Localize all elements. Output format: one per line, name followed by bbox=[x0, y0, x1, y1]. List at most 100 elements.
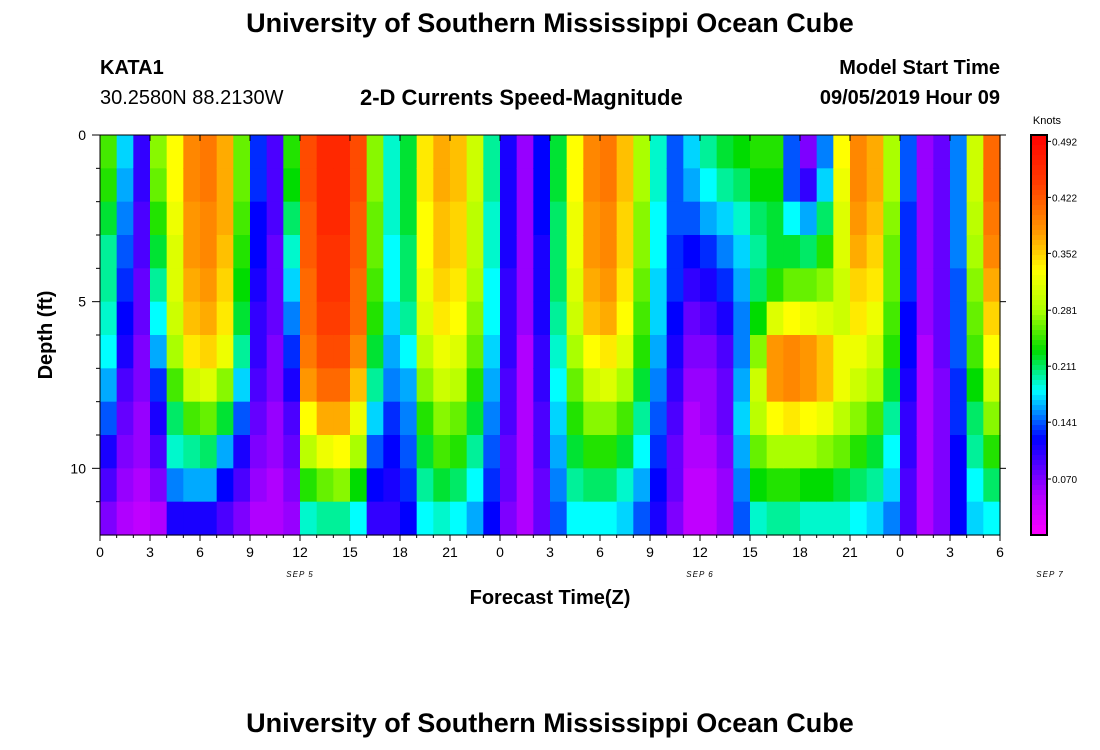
heatmap-cell bbox=[583, 501, 601, 536]
colorbar-segment bbox=[1031, 485, 1047, 491]
heatmap-cell bbox=[250, 401, 268, 436]
heatmap-cell bbox=[700, 501, 718, 536]
heatmap-cell bbox=[150, 401, 168, 436]
heatmap-cell bbox=[166, 268, 184, 303]
heatmap-cell bbox=[700, 468, 718, 503]
heatmap-cell bbox=[933, 135, 951, 169]
heatmap-cell bbox=[416, 301, 434, 336]
heatmap-cell bbox=[133, 135, 151, 169]
colorbar-tick-label: 0.070 bbox=[1052, 475, 1077, 486]
heatmap-cell bbox=[800, 468, 818, 503]
heatmap-cell bbox=[750, 201, 768, 236]
heatmap-cell bbox=[766, 368, 784, 403]
heatmap-cell bbox=[733, 335, 751, 369]
heatmap-cell bbox=[216, 435, 234, 469]
heatmap-cell bbox=[366, 468, 384, 503]
heatmap-cell bbox=[583, 335, 601, 369]
colorbar-tick-label: 0.492 bbox=[1052, 137, 1077, 148]
colorbar-segment bbox=[1031, 150, 1047, 156]
heatmap-cell bbox=[600, 168, 618, 203]
heatmap-cell bbox=[250, 301, 268, 336]
heatmap-cell bbox=[700, 201, 718, 236]
heatmap-cell bbox=[683, 368, 701, 403]
heatmap-cell bbox=[850, 268, 868, 303]
heatmap-cell bbox=[533, 335, 551, 369]
heatmap-cell bbox=[833, 135, 851, 169]
heatmap-cell bbox=[433, 335, 451, 369]
heatmap-cell bbox=[800, 135, 818, 169]
heatmap-cell bbox=[183, 401, 201, 436]
footer-title: University of Southern Mississippi Ocean… bbox=[246, 708, 854, 738]
heatmap-cell bbox=[783, 301, 801, 336]
heatmap-cell bbox=[666, 335, 684, 369]
heatmap-cell bbox=[383, 335, 401, 369]
heatmap-cell bbox=[516, 468, 534, 503]
heatmap-cell bbox=[383, 301, 401, 336]
heatmap-cell bbox=[833, 301, 851, 336]
heatmap-cell bbox=[816, 435, 834, 469]
heatmap-cell bbox=[900, 201, 918, 236]
heatmap-cell bbox=[283, 435, 301, 469]
heatmap-cell bbox=[933, 268, 951, 303]
heatmap-cell bbox=[300, 468, 318, 503]
heatmap-cell bbox=[800, 335, 818, 369]
heatmap-cell bbox=[116, 401, 134, 436]
colorbar-segment bbox=[1031, 245, 1047, 251]
heatmap-cell bbox=[800, 501, 818, 536]
heatmap-cell bbox=[983, 501, 1001, 536]
heatmap-cell bbox=[683, 235, 701, 269]
heatmap-cell bbox=[350, 168, 368, 203]
heatmap-cell bbox=[233, 268, 251, 303]
heatmap-cell bbox=[416, 135, 434, 169]
heatmap-cell bbox=[283, 368, 301, 403]
heatmap-cell bbox=[316, 168, 334, 203]
heatmap-cell bbox=[366, 168, 384, 203]
heatmap-cell bbox=[883, 501, 901, 536]
heatmap-cell bbox=[816, 468, 834, 503]
heatmap-cell bbox=[150, 168, 168, 203]
heatmap-cell bbox=[100, 235, 118, 269]
heatmap-cell bbox=[166, 435, 184, 469]
heatmap-cell bbox=[150, 268, 168, 303]
heatmap-cell bbox=[950, 301, 968, 336]
heatmap-cell bbox=[400, 235, 418, 269]
heatmap-cell bbox=[416, 235, 434, 269]
heatmap-cell bbox=[716, 401, 734, 436]
heatmap-cell bbox=[266, 501, 284, 536]
heatmap-cell bbox=[616, 401, 634, 436]
heatmap-cell bbox=[333, 201, 351, 236]
heatmap-cell bbox=[166, 235, 184, 269]
heatmap-cell bbox=[550, 335, 568, 369]
heatmap-cell bbox=[383, 268, 401, 303]
heatmap-cell bbox=[116, 335, 134, 369]
colorbar-tick-label: 0.141 bbox=[1052, 418, 1077, 429]
heatmap-cell bbox=[583, 468, 601, 503]
heatmap-cell bbox=[266, 301, 284, 336]
heatmap-cell bbox=[116, 135, 134, 169]
heatmap-cell bbox=[416, 335, 434, 369]
heatmap-cell bbox=[800, 235, 818, 269]
heatmap-cell bbox=[133, 468, 151, 503]
heatmap-cell bbox=[533, 268, 551, 303]
station-id: KATA1 bbox=[100, 57, 164, 79]
heatmap-cell bbox=[750, 268, 768, 303]
heatmap-cell bbox=[216, 135, 234, 169]
colorbar-segment bbox=[1031, 175, 1047, 181]
heatmap-cell bbox=[333, 435, 351, 469]
heatmap-cell bbox=[966, 201, 984, 236]
heatmap-cell bbox=[716, 168, 734, 203]
heatmap-cell bbox=[650, 401, 668, 436]
heatmap-cell bbox=[233, 501, 251, 536]
colorbar-segment bbox=[1031, 465, 1047, 471]
heatmap-cell bbox=[400, 401, 418, 436]
heatmap-cell bbox=[650, 235, 668, 269]
heatmap-cell bbox=[950, 368, 968, 403]
heatmap-cell bbox=[316, 335, 334, 369]
heatmap-cell bbox=[450, 301, 468, 336]
colorbar-segment bbox=[1031, 145, 1047, 151]
heatmap-cell bbox=[983, 168, 1001, 203]
heatmap-cell bbox=[300, 501, 318, 536]
heatmap-cell bbox=[583, 168, 601, 203]
heatmap-cell bbox=[333, 301, 351, 336]
heatmap-cell bbox=[366, 435, 384, 469]
